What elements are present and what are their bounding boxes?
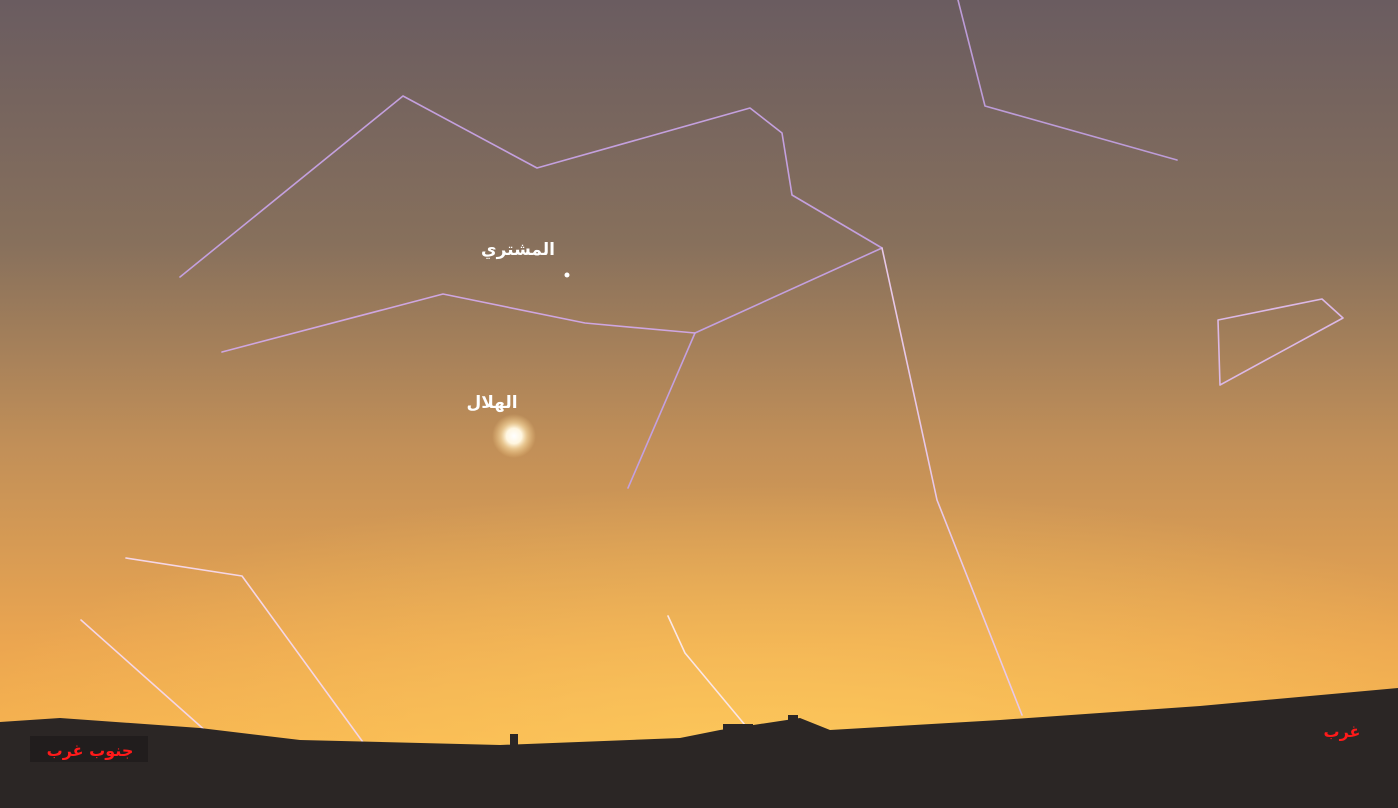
page: {"labels": {"jupiter": "المشتري", "moon"… bbox=[0, 0, 1398, 808]
jupiter-label: المشتري bbox=[481, 240, 555, 260]
ground-object bbox=[510, 734, 518, 746]
moon-label: الهلال bbox=[466, 393, 517, 413]
southwest-label: جنوب غرب bbox=[47, 741, 134, 760]
jupiter-dot bbox=[565, 273, 570, 278]
moon bbox=[492, 414, 536, 458]
ground-object bbox=[723, 724, 753, 738]
sky-glow bbox=[0, 300, 1398, 760]
sky-view: المشتري الهلال جنوب غرب غرب bbox=[0, 0, 1398, 808]
west-label: غرب bbox=[1324, 722, 1361, 741]
ground-object bbox=[788, 715, 798, 731]
